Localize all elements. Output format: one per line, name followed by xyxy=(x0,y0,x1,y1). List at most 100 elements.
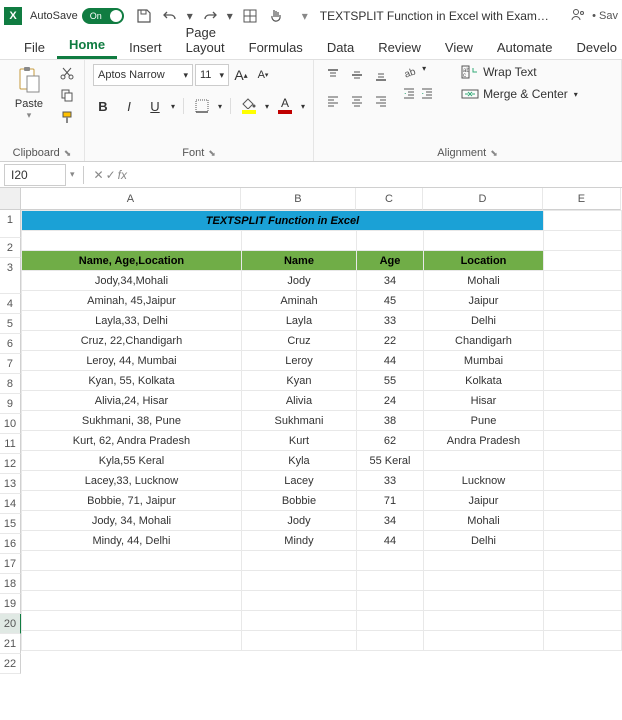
data-cell[interactable]: Layla xyxy=(241,311,356,331)
tab-automate[interactable]: Automate xyxy=(485,36,565,59)
data-cell[interactable]: 45 xyxy=(356,291,423,311)
data-cell[interactable]: 24 xyxy=(356,391,423,411)
data-cell[interactable]: Delhi xyxy=(423,311,543,331)
data-cell[interactable]: 62 xyxy=(356,431,423,451)
row-header-5[interactable]: 5 xyxy=(0,314,21,334)
data-cell[interactable]: Sukhmani, 38, Pune xyxy=(21,411,241,431)
data-cell[interactable]: Chandigarh xyxy=(423,331,543,351)
row-header-18[interactable]: 18 xyxy=(0,574,21,594)
data-cell[interactable]: Bobbie, 71, Jaipur xyxy=(21,491,241,511)
fill-color-dropdown-icon[interactable]: ▾ xyxy=(265,102,269,111)
align-left-icon[interactable] xyxy=(322,90,344,112)
data-cell[interactable]: Aminah xyxy=(241,291,356,311)
name-box-dropdown-icon[interactable]: ▾ xyxy=(66,169,79,180)
select-all-corner[interactable] xyxy=(0,188,21,210)
data-cell[interactable]: Layla,33, Delhi xyxy=(21,311,241,331)
table-header[interactable]: Name xyxy=(241,251,356,271)
border-dropdown-icon[interactable]: ▾ xyxy=(218,102,222,111)
font-name-select[interactable]: Aptos Narrow▾ xyxy=(93,64,193,86)
data-cell[interactable]: 34 xyxy=(356,511,423,531)
tab-formulas[interactable]: Formulas xyxy=(237,36,315,59)
data-cell[interactable]: Jody,34,Mohali xyxy=(21,271,241,291)
column-header-E[interactable]: E xyxy=(543,188,621,210)
data-cell[interactable]: Jaipur xyxy=(423,291,543,311)
data-cell[interactable]: Kolkata xyxy=(423,371,543,391)
decrease-indent-icon[interactable] xyxy=(402,86,416,100)
data-cell[interactable]: 71 xyxy=(356,491,423,511)
row-header-13[interactable]: 13 xyxy=(0,474,21,494)
data-cell[interactable]: Kyla xyxy=(241,451,356,471)
account-icon[interactable] xyxy=(570,7,586,26)
data-cell[interactable]: Hisar xyxy=(423,391,543,411)
row-header-20[interactable]: 20 xyxy=(0,614,21,634)
data-cell[interactable]: Jaipur xyxy=(423,491,543,511)
data-cell[interactable]: Andra Pradesh xyxy=(423,431,543,451)
row-header-19[interactable]: 19 xyxy=(0,594,21,614)
data-cell[interactable]: Jody xyxy=(241,271,356,291)
data-cell[interactable]: Kurt, 62, Andra Pradesh xyxy=(21,431,241,451)
wrap-text-button[interactable]: abc Wrap Text xyxy=(461,64,578,80)
row-header-14[interactable]: 14 xyxy=(0,494,21,514)
data-cell[interactable]: Sukhmani xyxy=(241,411,356,431)
data-cell[interactable]: Aminah, 45,Jaipur xyxy=(21,291,241,311)
data-cell[interactable]: Kyan xyxy=(241,371,356,391)
increase-indent-icon[interactable] xyxy=(420,86,434,100)
data-cell[interactable]: 22 xyxy=(356,331,423,351)
data-cell[interactable]: Leroy xyxy=(241,351,356,371)
data-cell[interactable]: Kyan, 55, Kolkata xyxy=(21,371,241,391)
table-header[interactable]: Name, Age,Location xyxy=(21,251,241,271)
tab-view[interactable]: View xyxy=(433,36,485,59)
tab-home[interactable]: Home xyxy=(57,33,117,59)
data-cell[interactable]: Mohali xyxy=(423,511,543,531)
copy-icon[interactable] xyxy=(58,86,76,104)
merge-dropdown-icon[interactable]: ▾ xyxy=(574,90,578,99)
data-cell[interactable]: 44 xyxy=(356,351,423,371)
align-bottom-icon[interactable] xyxy=(370,64,392,86)
data-cell[interactable]: Lucknow xyxy=(423,471,543,491)
decrease-font-icon[interactable]: A▾ xyxy=(253,65,273,85)
data-cell[interactable]: Mindy, 44, Delhi xyxy=(21,531,241,551)
font-launcher-icon[interactable]: ⬊ xyxy=(208,148,216,159)
tab-developer[interactable]: Develo xyxy=(565,36,622,59)
data-cell[interactable]: Cruz xyxy=(241,331,356,351)
underline-button[interactable]: U xyxy=(145,96,165,116)
data-cell[interactable]: 38 xyxy=(356,411,423,431)
tab-data[interactable]: Data xyxy=(315,36,366,59)
row-header-9[interactable]: 9 xyxy=(0,394,21,414)
row-header-21[interactable]: 21 xyxy=(0,634,21,654)
touch-mode-icon[interactable] xyxy=(266,6,286,26)
align-top-icon[interactable] xyxy=(322,64,344,86)
border-button[interactable] xyxy=(192,96,212,116)
paste-icon[interactable] xyxy=(15,64,43,98)
format-painter-icon[interactable] xyxy=(58,108,76,126)
font-size-select[interactable]: 11▾ xyxy=(195,64,229,86)
data-cell[interactable]: 33 xyxy=(356,471,423,491)
row-header-12[interactable]: 12 xyxy=(0,454,21,474)
row-header-10[interactable]: 10 xyxy=(0,414,21,434)
row-header-6[interactable]: 6 xyxy=(0,334,21,354)
font-color-dropdown-icon[interactable]: ▾ xyxy=(301,102,305,111)
data-cell[interactable]: Jody xyxy=(241,511,356,531)
sheet-title-cell[interactable]: TEXTSPLIT Function in Excel xyxy=(21,211,543,231)
row-header-15[interactable]: 15 xyxy=(0,514,21,534)
row-header-17[interactable]: 17 xyxy=(0,554,21,574)
row-header-22[interactable]: 22 xyxy=(0,654,21,674)
data-cell[interactable]: Cruz, 22,Chandigarh xyxy=(21,331,241,351)
data-cell[interactable]: Lacey,33, Lucknow xyxy=(21,471,241,491)
row-header-1[interactable]: 1 xyxy=(0,210,21,238)
row-header-4[interactable]: 4 xyxy=(0,294,21,314)
enter-formula-icon[interactable]: ✓ xyxy=(106,168,116,182)
data-cell[interactable]: Alivia,24, Hisar xyxy=(21,391,241,411)
table-header[interactable]: Age xyxy=(356,251,423,271)
qat-customize-icon[interactable]: ▾ xyxy=(302,9,308,23)
data-cell[interactable]: Kurt xyxy=(241,431,356,451)
font-color-button[interactable]: A xyxy=(275,96,295,116)
data-cell[interactable]: Delhi xyxy=(423,531,543,551)
save-icon[interactable] xyxy=(134,6,154,26)
tab-review[interactable]: Review xyxy=(366,36,433,59)
row-header-7[interactable]: 7 xyxy=(0,354,21,374)
alignment-launcher-icon[interactable]: ⬊ xyxy=(490,148,498,159)
cut-icon[interactable] xyxy=(58,64,76,82)
data-cell[interactable]: 55 xyxy=(356,371,423,391)
column-header-B[interactable]: B xyxy=(241,188,356,210)
